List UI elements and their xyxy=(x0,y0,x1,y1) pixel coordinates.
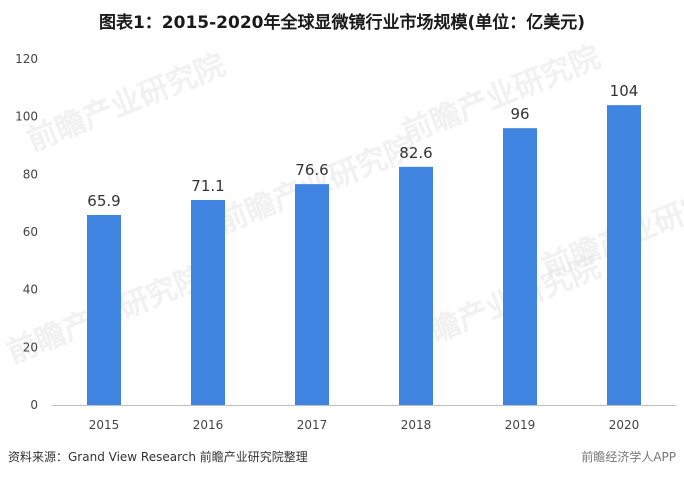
bar-2015 xyxy=(87,214,121,405)
y-tick-label: 100 xyxy=(15,110,38,124)
x-tick-label: 2020 xyxy=(609,418,640,432)
x-tick-label: 2016 xyxy=(193,418,224,432)
y-tick-label: 80 xyxy=(23,167,38,181)
bar-value-label: 71.1 xyxy=(191,177,224,195)
bar-2019 xyxy=(503,128,537,405)
bar-2017 xyxy=(295,184,329,405)
bars xyxy=(87,105,641,405)
y-tick-label: 20 xyxy=(23,340,38,354)
bar-2016 xyxy=(191,199,225,405)
y-tick-label: 40 xyxy=(23,283,38,297)
y-tick-label: 60 xyxy=(23,225,38,239)
source-note: 资料来源：Grand View Research 前瞻产业研究院整理 xyxy=(8,450,308,464)
x-tick-label: 2015 xyxy=(89,418,120,432)
x-tick-label: 2017 xyxy=(297,418,328,432)
y-tick-label: 120 xyxy=(15,52,38,66)
bar-2018 xyxy=(399,166,433,405)
x-axis-ticks: 2015 2016 2017 2018 2019 2020 xyxy=(89,418,640,432)
x-tick-label: 2018 xyxy=(401,418,432,432)
bar-value-label: 76.6 xyxy=(295,161,328,179)
brand-label: 前瞻经济学人APP xyxy=(581,450,676,464)
bar-value-label: 82.6 xyxy=(399,144,432,162)
y-axis-ticks: 0 20 40 60 80 100 120 xyxy=(15,52,38,412)
bar-2020 xyxy=(607,105,641,405)
chart-title: 图表1：2015-2020年全球显微镜行业市场规模(单位：亿美元) xyxy=(98,13,586,33)
y-tick-label: 0 xyxy=(30,398,38,412)
bar-value-label: 96 xyxy=(510,105,529,123)
x-tick-label: 2019 xyxy=(505,418,536,432)
bar-value-label: 65.9 xyxy=(87,192,120,210)
bar-value-label: 104 xyxy=(610,82,639,100)
bar-value-labels: 65.9 71.1 76.6 82.6 96 104 xyxy=(87,82,638,210)
